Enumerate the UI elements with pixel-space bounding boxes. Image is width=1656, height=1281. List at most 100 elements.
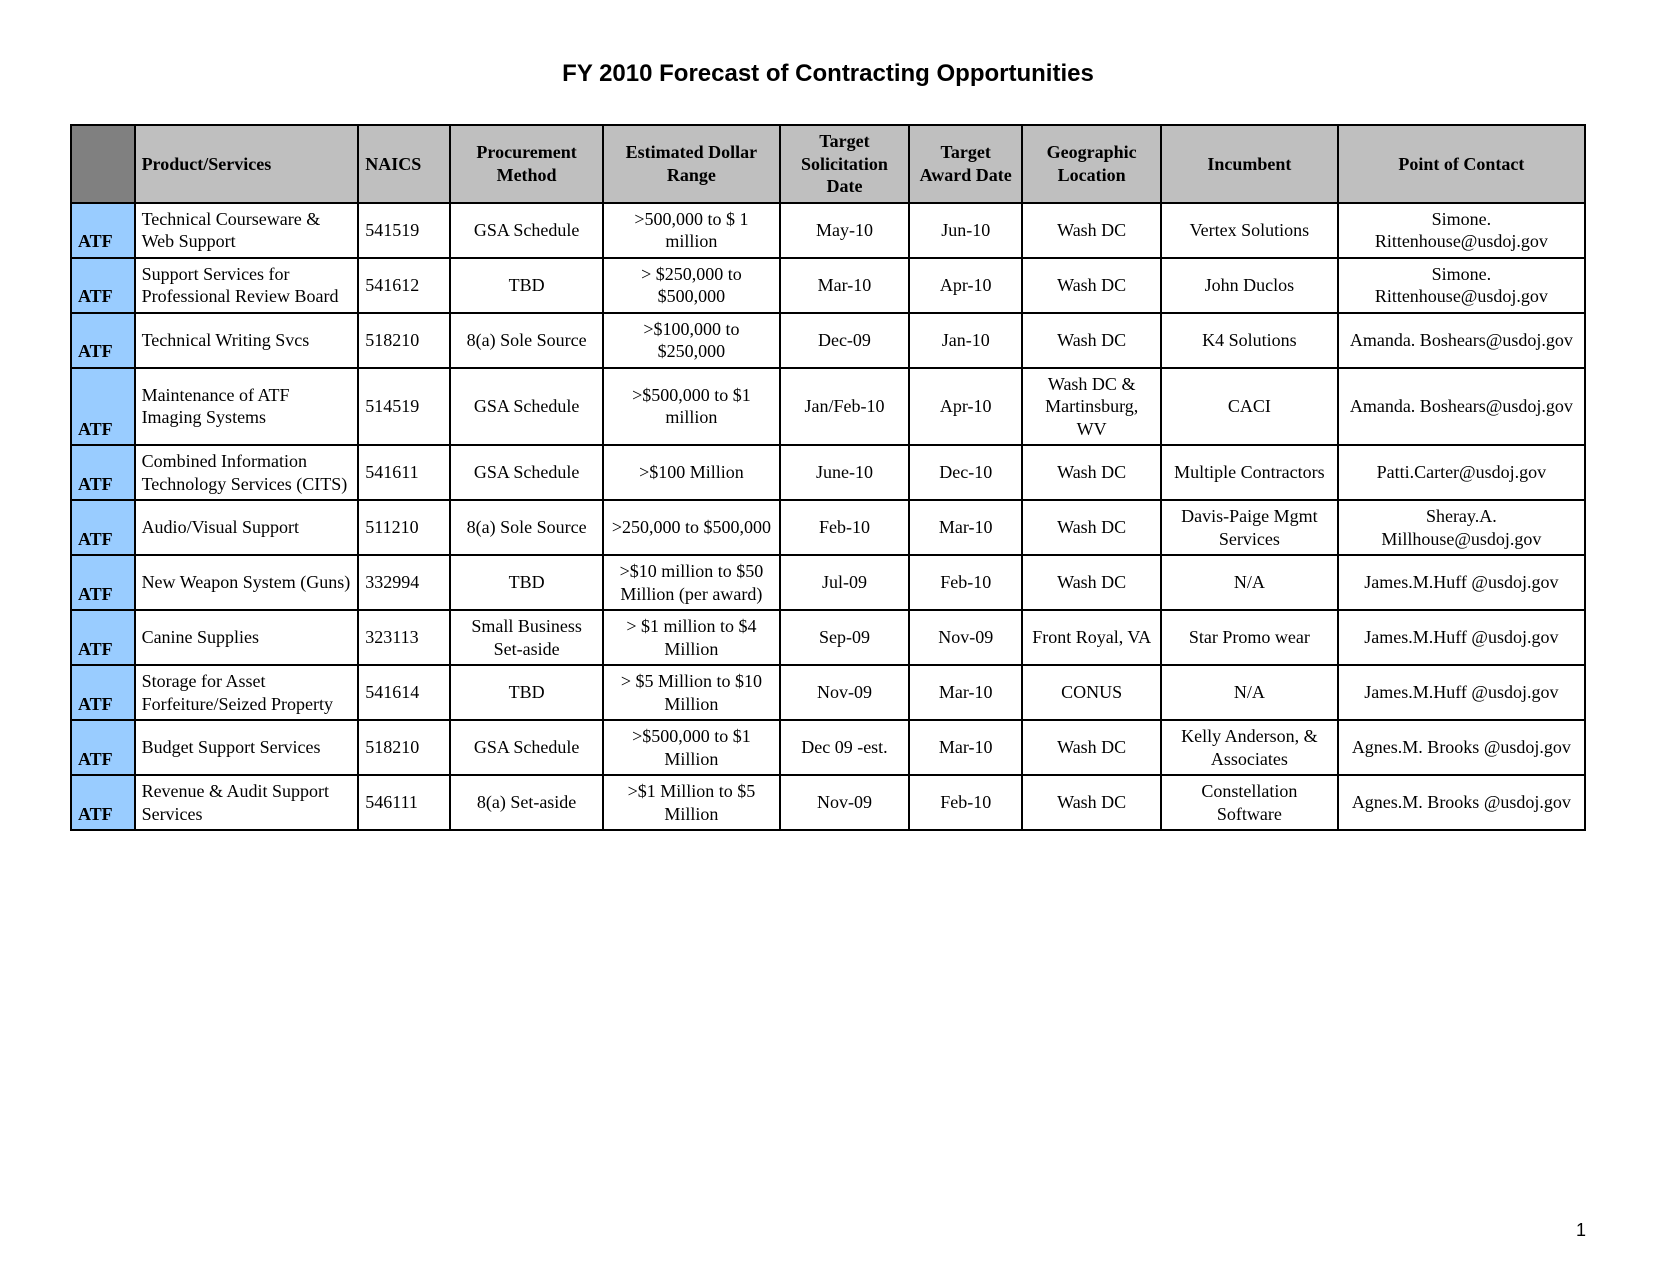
cell-poc: Simone. Rittenhouse@usdoj.gov [1338, 203, 1585, 258]
cell-product: New Weapon System (Guns) [135, 555, 359, 610]
cell-product: Technical Courseware & Web Support [135, 203, 359, 258]
cell-award: Dec-10 [909, 445, 1022, 500]
cell-geo: CONUS [1022, 665, 1161, 720]
cell-sol: Nov-09 [780, 775, 910, 830]
cell-product: Canine Supplies [135, 610, 359, 665]
col-header-method: Procurement Method [450, 125, 603, 203]
cell-sol: Jul-09 [780, 555, 910, 610]
cell-sol: May-10 [780, 203, 910, 258]
cell-sol: Nov-09 [780, 665, 910, 720]
cell-poc: James.M.Huff @usdoj.gov [1338, 610, 1585, 665]
cell-incumbent: N/A [1161, 665, 1338, 720]
cell-agency: ATF [71, 610, 135, 665]
col-header-range: Estimated Dollar Range [603, 125, 780, 203]
cell-geo: Wash DC [1022, 720, 1161, 775]
cell-incumbent: Kelly Anderson, & Associates [1161, 720, 1338, 775]
cell-product: Storage for Asset Forfeiture/Seized Prop… [135, 665, 359, 720]
cell-award: Mar-10 [909, 720, 1022, 775]
table-row: ATFMaintenance of ATF Imaging Systems514… [71, 368, 1585, 446]
cell-range: >$10 million to $50 Million (per award) [603, 555, 780, 610]
cell-method: 8(a) Sole Source [450, 500, 603, 555]
cell-range: >500,000 to $ 1 million [603, 203, 780, 258]
cell-sol: Feb-10 [780, 500, 910, 555]
cell-award: Mar-10 [909, 665, 1022, 720]
cell-sol: June-10 [780, 445, 910, 500]
cell-sol: Mar-10 [780, 258, 910, 313]
cell-poc: Sheray.A. Millhouse@usdoj.gov [1338, 500, 1585, 555]
cell-geo: Wash DC [1022, 258, 1161, 313]
cell-range: >$1 Million to $5 Million [603, 775, 780, 830]
cell-naics: 541614 [358, 665, 450, 720]
cell-agency: ATF [71, 555, 135, 610]
cell-method: GSA Schedule [450, 720, 603, 775]
cell-product: Audio/Visual Support [135, 500, 359, 555]
cell-agency: ATF [71, 775, 135, 830]
cell-range: >$100 Million [603, 445, 780, 500]
cell-naics: 511210 [358, 500, 450, 555]
cell-geo: Wash DC [1022, 445, 1161, 500]
table-row: ATFRevenue & Audit Support Services54611… [71, 775, 1585, 830]
cell-geo: Wash DC [1022, 313, 1161, 368]
table-row: ATFNew Weapon System (Guns)332994TBD>$10… [71, 555, 1585, 610]
cell-product: Technical Writing Svcs [135, 313, 359, 368]
cell-poc: Agnes.M. Brooks @usdoj.gov [1338, 720, 1585, 775]
cell-geo: Wash DC [1022, 203, 1161, 258]
col-header-naics: NAICS [358, 125, 450, 203]
cell-incumbent: Davis-Paige Mgmt Services [1161, 500, 1338, 555]
cell-incumbent: CACI [1161, 368, 1338, 446]
cell-award: Apr-10 [909, 258, 1022, 313]
col-header-award: Target Award Date [909, 125, 1022, 203]
cell-agency: ATF [71, 500, 135, 555]
cell-method: GSA Schedule [450, 368, 603, 446]
col-header-sol: Target Solicitation Date [780, 125, 910, 203]
table-head: Product/Services NAICS Procurement Metho… [71, 125, 1585, 203]
cell-method: TBD [450, 665, 603, 720]
cell-naics: 518210 [358, 313, 450, 368]
table-row: ATFTechnical Writing Svcs5182108(a) Sole… [71, 313, 1585, 368]
cell-range: > $1 million to $4 Million [603, 610, 780, 665]
cell-range: > $5 Million to $10 Million [603, 665, 780, 720]
cell-agency: ATF [71, 203, 135, 258]
cell-product: Combined Information Technology Services… [135, 445, 359, 500]
col-header-corner [71, 125, 135, 203]
cell-geo: Wash DC & Martinsburg, WV [1022, 368, 1161, 446]
cell-range: >$100,000 to $250,000 [603, 313, 780, 368]
cell-product: Budget Support Services [135, 720, 359, 775]
cell-incumbent: K4 Solutions [1161, 313, 1338, 368]
cell-poc: James.M.Huff @usdoj.gov [1338, 555, 1585, 610]
cell-geo: Wash DC [1022, 555, 1161, 610]
cell-incumbent: Vertex Solutions [1161, 203, 1338, 258]
cell-incumbent: Constellation Software [1161, 775, 1338, 830]
cell-range: >250,000 to $500,000 [603, 500, 780, 555]
cell-agency: ATF [71, 258, 135, 313]
table-row: ATFBudget Support Services518210GSA Sche… [71, 720, 1585, 775]
cell-product: Maintenance of ATF Imaging Systems [135, 368, 359, 446]
col-header-geo: Geographic Location [1022, 125, 1161, 203]
cell-award: Feb-10 [909, 555, 1022, 610]
cell-incumbent: Star Promo wear [1161, 610, 1338, 665]
cell-sol: Jan/Feb-10 [780, 368, 910, 446]
table-row: ATFAudio/Visual Support5112108(a) Sole S… [71, 500, 1585, 555]
cell-naics: 518210 [358, 720, 450, 775]
cell-geo: Wash DC [1022, 775, 1161, 830]
cell-agency: ATF [71, 720, 135, 775]
cell-award: Jun-10 [909, 203, 1022, 258]
cell-naics: 332994 [358, 555, 450, 610]
cell-method: TBD [450, 555, 603, 610]
cell-method: 8(a) Sole Source [450, 313, 603, 368]
table-row: ATFTechnical Courseware & Web Support541… [71, 203, 1585, 258]
table-row: ATFCombined Information Technology Servi… [71, 445, 1585, 500]
cell-method: GSA Schedule [450, 445, 603, 500]
cell-poc: Simone. Rittenhouse@usdoj.gov [1338, 258, 1585, 313]
table-row: ATFStorage for Asset Forfeiture/Seized P… [71, 665, 1585, 720]
cell-award: Feb-10 [909, 775, 1022, 830]
table-row: ATFCanine Supplies323113Small Business S… [71, 610, 1585, 665]
cell-range: > $250,000 to $500,000 [603, 258, 780, 313]
cell-sol: Dec 09 -est. [780, 720, 910, 775]
cell-method: Small Business Set-aside [450, 610, 603, 665]
table-body: ATFTechnical Courseware & Web Support541… [71, 203, 1585, 831]
cell-agency: ATF [71, 313, 135, 368]
cell-method: TBD [450, 258, 603, 313]
cell-naics: 546111 [358, 775, 450, 830]
cell-geo: Front Royal, VA [1022, 610, 1161, 665]
